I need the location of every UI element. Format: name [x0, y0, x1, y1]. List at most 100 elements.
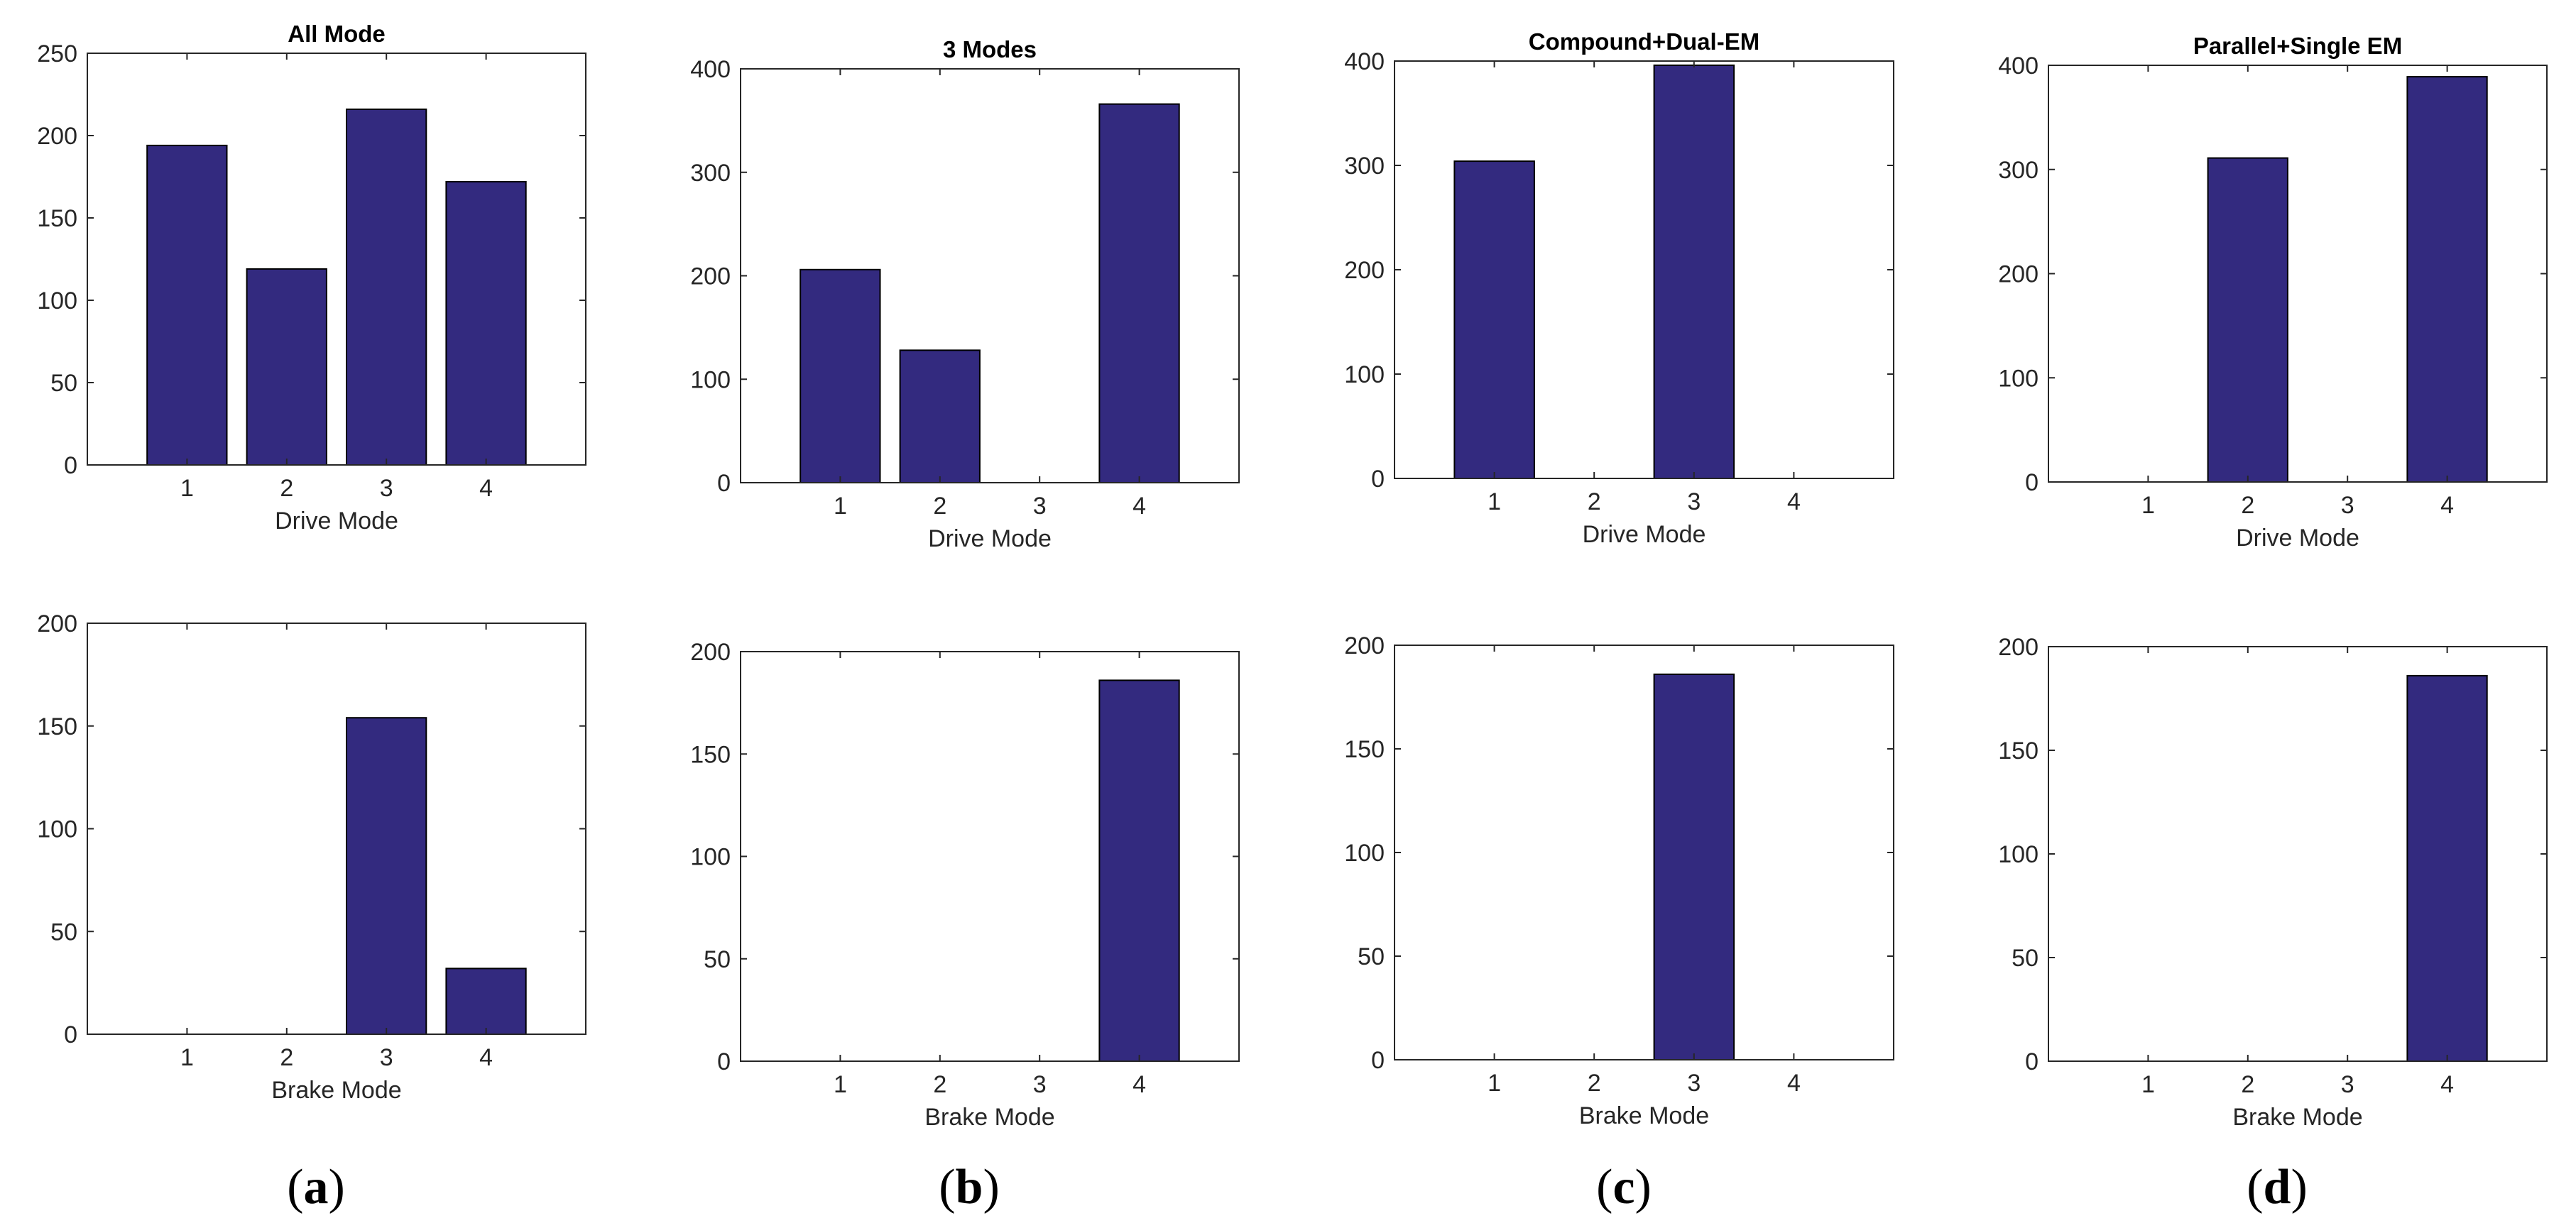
x-tick-label: 1	[1488, 488, 1501, 515]
y-tick-label: 150	[37, 205, 77, 232]
chart-3: 0 100 200 300 400 1 2 3 4 Drive Mode 3 Modes	[690, 36, 1240, 552]
bar-3	[346, 717, 427, 1035]
y-tick-label: 0	[2025, 1048, 2039, 1075]
chart-8: 0 50 100 150 200 1 2 3 4 Brake Mode	[1998, 634, 2548, 1131]
x-tick-label: 1	[180, 1044, 194, 1071]
y-tick-label: 200	[1344, 632, 1385, 659]
chart-title: Compound+Dual-EM	[1529, 28, 1759, 55]
panel-label-letter: b	[956, 1160, 983, 1215]
chart-title: Parallel+Single EM	[2193, 33, 2402, 59]
panel-label-close: )	[329, 1160, 345, 1215]
x-tick-label: 3	[1033, 493, 1047, 520]
y-tick-label: 300	[1344, 153, 1385, 180]
bar-3	[1653, 64, 1735, 479]
y-tick-label: 150	[1344, 736, 1385, 763]
y-tick-label: 100	[1344, 361, 1385, 388]
y-tick-label: 100	[37, 287, 77, 314]
bar-4	[1098, 679, 1180, 1062]
chart-title: 3 Modes	[943, 36, 1037, 62]
x-axis-label: Brake Mode	[271, 1077, 401, 1104]
y-tick-label: 200	[1344, 257, 1385, 284]
y-tick-label: 200	[37, 123, 77, 150]
bar-4	[445, 181, 527, 466]
y-tick-label: 50	[50, 370, 77, 397]
y-tick-label: 0	[64, 452, 77, 479]
x-tick-label: 4	[479, 1044, 493, 1071]
y-tick-label: 250	[37, 40, 77, 67]
y-tick-label: 150	[37, 713, 77, 740]
x-tick-label: 3	[2341, 1071, 2354, 1098]
panel-label: (d)	[2247, 1160, 2308, 1215]
bar-3	[1653, 673, 1735, 1060]
bar-1	[799, 268, 881, 483]
chart-7: 0 100 200 300 400 1 2 3 4 Drive Mode Parallel+Sing…	[1998, 33, 2548, 552]
y-tick-label: 300	[690, 160, 731, 187]
panel-label-open: (	[287, 1160, 303, 1215]
panel-label: (c)	[1596, 1160, 1652, 1215]
x-tick-label: 2	[933, 1071, 946, 1098]
x-tick-label: 3	[2341, 492, 2354, 519]
x-tick-label: 1	[2141, 492, 2155, 519]
y-tick-label: 100	[1344, 840, 1385, 867]
panel-label-close: )	[1635, 1160, 1652, 1215]
y-tick-label: 200	[690, 263, 731, 290]
chart-title: All Mode	[288, 21, 386, 47]
bar-4	[445, 967, 527, 1036]
y-tick-label: 100	[37, 816, 77, 843]
y-tick-label: 200	[690, 639, 731, 666]
y-tick-label: 0	[1371, 466, 1385, 493]
y-tick-label: 150	[1998, 738, 2039, 764]
x-tick-label: 4	[1787, 1070, 1801, 1097]
panel-label-close: )	[983, 1160, 999, 1215]
panel-label-open: (	[2247, 1160, 2263, 1215]
y-tick-label: 150	[690, 741, 731, 768]
bar-4	[2406, 674, 2488, 1062]
chart-1: 0 50 100 150 200 250 1 2 3 4 Drive Mode All Mode	[37, 21, 586, 534]
x-axis-label: Brake Mode	[2232, 1104, 2362, 1131]
y-tick-label: 300	[1998, 157, 2039, 184]
y-tick-label: 400	[1998, 53, 2039, 80]
y-tick-label: 50	[1358, 943, 1385, 970]
x-tick-label: 4	[479, 475, 493, 502]
x-tick-label: 2	[2241, 492, 2254, 519]
plot-area	[87, 623, 586, 1034]
x-axis-label: Brake Mode	[924, 1104, 1054, 1131]
y-tick-label: 100	[1998, 365, 2039, 392]
plot-area	[1395, 645, 1894, 1060]
y-tick-label: 200	[1998, 261, 2039, 288]
y-tick-label: 100	[1998, 841, 2039, 868]
bar-2	[899, 349, 981, 483]
x-tick-label: 2	[2241, 1071, 2254, 1098]
y-tick-label: 100	[690, 844, 731, 871]
chart-2: 0 50 100 150 200 1 2 3 4 Brake Mode	[37, 610, 586, 1104]
panel-label-letter: d	[2264, 1160, 2291, 1215]
x-tick-label: 2	[280, 1044, 293, 1071]
y-tick-label: 0	[64, 1021, 77, 1048]
x-axis-label: Drive Mode	[1583, 521, 1706, 548]
x-axis-label: Drive Mode	[275, 508, 398, 534]
x-tick-label: 2	[1588, 488, 1601, 515]
x-axis-label: Drive Mode	[928, 525, 1052, 552]
x-axis-label: Drive Mode	[2236, 525, 2359, 552]
y-tick-label: 50	[50, 919, 77, 945]
y-tick-label: 0	[1371, 1047, 1385, 1074]
x-tick-label: 3	[380, 475, 393, 502]
bar-2	[2207, 157, 2288, 483]
x-tick-label: 4	[2440, 492, 2454, 519]
x-tick-label: 4	[2440, 1071, 2454, 1098]
chart-6: 0 50 100 150 200 1 2 3 4 Brake Mode	[1344, 632, 1894, 1129]
x-tick-label: 2	[1588, 1070, 1601, 1097]
bar-4	[2406, 76, 2488, 483]
panel-label-letter: a	[304, 1160, 329, 1215]
x-tick-label: 2	[280, 475, 293, 502]
bar-1	[146, 144, 228, 466]
y-tick-label: 200	[37, 610, 77, 637]
bar-2	[246, 268, 327, 466]
chart-5: 0 100 200 300 400 1 2 3 4 Drive Mode Compound+Dual…	[1344, 28, 1894, 548]
x-tick-label: 3	[1687, 1070, 1701, 1097]
panel-label-letter: c	[1612, 1160, 1634, 1215]
panel-label: (b)	[939, 1160, 1000, 1215]
y-tick-label: 0	[2025, 469, 2039, 496]
x-tick-label: 1	[2141, 1071, 2155, 1098]
